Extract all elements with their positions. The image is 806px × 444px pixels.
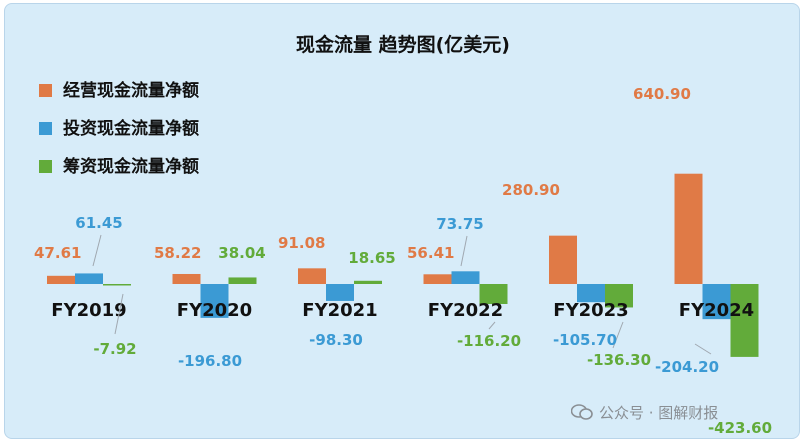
bar-fy2020-series-3: [228, 277, 257, 284]
category-label-fy2022: FY2022: [428, 300, 503, 321]
bar-fy2023-series-1: [549, 235, 577, 284]
leader-line-4: [460, 235, 468, 267]
chart-title: 现金流量 趋势图(亿美元): [296, 33, 510, 56]
data-label-fy2020-series-2: -196.80: [178, 352, 242, 370]
category-label-fy2023: FY2023: [553, 300, 628, 321]
wechat-icon: [571, 404, 593, 420]
category-labels: FY2019 FY2020 FY2021 FY2022 FY2023 FY2024: [51, 300, 754, 321]
bar-fy2024-series-2: [702, 284, 731, 320]
data-label-fy2020-series-3: 38.04: [218, 244, 265, 262]
data-label-fy2019-series-1: 47.61: [34, 244, 81, 262]
bar-fy2019-series-2: [75, 273, 103, 284]
data-label-fy2021-series-3: 18.65: [348, 249, 395, 267]
bar-fy2021-series-3: [354, 280, 382, 284]
data-label-fy2019-series-3: -7.92: [93, 340, 136, 358]
data-label-fy2022-series-2: 73.75: [436, 215, 483, 233]
bar-fy2021-series-2: [326, 284, 354, 301]
leader-line-5: [612, 321, 624, 349]
leader-line-2: [114, 293, 124, 335]
data-label-fy2024-series-1: 640.90: [633, 85, 691, 103]
legend-swatch-3: [39, 160, 52, 173]
bars: [47, 173, 759, 357]
data-label-fy2022-series-1: 56.41: [407, 244, 454, 262]
bar-fy2019-series-3: [103, 284, 131, 286]
legend-label-3: 筹资现金流量净额: [63, 156, 199, 177]
bar-fy2022-series-3: [479, 284, 508, 304]
bar-fy2021-series-1: [298, 268, 326, 284]
data-label-fy2023-series-1: 280.90: [502, 181, 560, 199]
category-label-fy2019: FY2019: [51, 300, 126, 321]
data-label-fy2024-series-2: -204.20: [655, 358, 719, 376]
data-label-fy2021-series-2: -98.30: [309, 331, 363, 349]
category-label-fy2020: FY2020: [177, 300, 252, 321]
bar-fy2020-series-2: [200, 284, 229, 318]
legend-swatch-2: [39, 122, 52, 135]
data-labels: 47.61 58.22 91.08 56.41 280.90 640.90 61.45 -19…: [34, 85, 772, 437]
data-label-fy2019-series-2: 61.45: [75, 214, 122, 232]
bar-fy2022-series-1: [423, 274, 452, 284]
bar-fy2023-series-2: [577, 284, 605, 303]
leader-line-3: [488, 321, 496, 330]
data-label-fy2023-series-3: -136.30: [587, 351, 651, 369]
chart-panel: 现金流量 趋势图(亿美元) 经营现金流量净额 投资现金流量净额 筹资现金流量净额 F…: [4, 3, 800, 439]
data-label-fy2020-series-1: 58.22: [154, 244, 201, 262]
data-label-fy2023-series-2: -105.70: [553, 331, 617, 349]
legend-swatch-1: [39, 84, 52, 97]
watermark: 公众号 · 图解财报: [571, 402, 718, 423]
data-label-fy2021-series-1: 91.08: [278, 234, 325, 252]
bar-fy2022-series-2: [451, 271, 480, 284]
legend-label-2: 投资现金流量净额: [63, 118, 199, 139]
bar-fy2024-series-3: [730, 284, 759, 357]
category-label-fy2021: FY2021: [302, 300, 377, 321]
bar-fy2024-series-1: [674, 173, 703, 284]
bar-fy2023-series-3: [605, 284, 633, 308]
data-label-fy2024-series-3: -423.60: [708, 419, 772, 437]
leader-line-1: [92, 234, 102, 267]
category-label-fy2024: FY2024: [679, 300, 754, 321]
legend-label-1: 经营现金流量净额: [63, 80, 199, 101]
data-label-fy2022-series-3: -116.20: [457, 332, 521, 350]
watermark-text: 公众号 · 图解财报: [599, 404, 719, 422]
bar-fy2019-series-1: [47, 275, 75, 284]
leader-line-6: [694, 343, 712, 355]
bar-fy2020-series-1: [172, 273, 201, 284]
